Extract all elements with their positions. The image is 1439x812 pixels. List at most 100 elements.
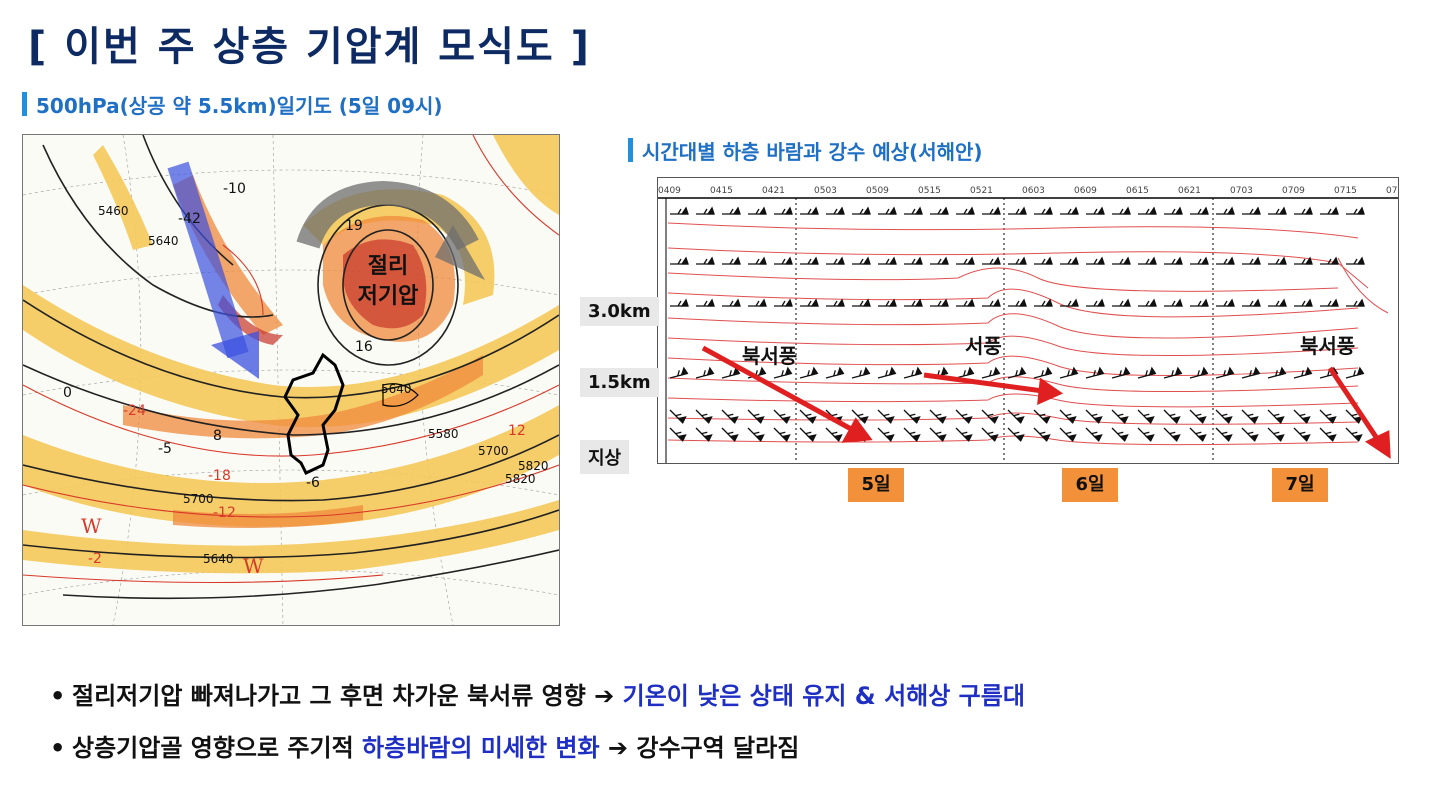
wind-barb — [1293, 366, 1313, 379]
time-tick-label: 0615 — [1126, 186, 1149, 196]
wind-barb — [878, 298, 897, 307]
wind-barb — [929, 427, 947, 442]
temp-label: -6 — [306, 475, 320, 491]
bullet-2-text: 상층기압골 영향으로 주기적 — [72, 734, 363, 762]
wind-barb — [877, 409, 895, 424]
wind-barb — [956, 298, 975, 307]
temp-label: 16 — [355, 339, 373, 355]
contour-label: 5700 — [183, 492, 214, 506]
wind-barb — [956, 256, 975, 265]
wind-barb — [1293, 409, 1311, 424]
wind-barb — [955, 366, 975, 379]
wind-barb — [930, 298, 949, 307]
wind-barb — [1008, 206, 1027, 215]
wind-barb — [774, 206, 793, 215]
wind-barb — [1293, 427, 1311, 442]
bullet-2-arrow: ➔ — [599, 734, 629, 762]
temp-label: -10 — [223, 181, 246, 197]
wind-barb — [1112, 256, 1131, 265]
wind-barb — [1059, 427, 1077, 442]
wind-barb — [852, 206, 871, 215]
contour-label: 5820 — [505, 472, 536, 486]
wind-barb — [852, 256, 871, 265]
wind-barb — [721, 427, 739, 442]
wind-barb — [1189, 409, 1207, 424]
wind-barb — [1033, 409, 1051, 424]
wind-barb — [1190, 298, 1209, 307]
time-tick-label: 0709 — [1282, 186, 1305, 196]
wind-barb — [1215, 409, 1233, 424]
wind-barb — [669, 409, 687, 424]
time-tick-label: 0515 — [918, 186, 941, 196]
wind-barb — [722, 206, 741, 215]
wind-barb — [1241, 409, 1259, 424]
time-tick-label: 0621 — [1178, 186, 1201, 196]
temp-label: -2 — [88, 551, 102, 567]
wind-barb — [799, 366, 819, 379]
temp-label: 8 — [213, 428, 222, 444]
wind-barb — [1216, 298, 1235, 307]
wind-barb — [982, 298, 1001, 307]
wind-barb — [774, 256, 793, 265]
wind-barb — [1086, 206, 1105, 215]
wind-barb — [670, 298, 689, 307]
time-tick-label: 0409 — [658, 186, 681, 196]
wind-barb — [696, 206, 715, 215]
wind-barb — [1268, 206, 1287, 215]
wind-barb — [748, 298, 767, 307]
time-tick-label: 0603 — [1022, 186, 1045, 196]
wind-barb — [1138, 256, 1157, 265]
wind-barb — [800, 256, 819, 265]
wind-barb — [1008, 298, 1027, 307]
wind-barb — [1112, 298, 1131, 307]
wind-barb — [1034, 298, 1053, 307]
low-label-line1: 절리 — [368, 254, 408, 279]
wind-barb — [877, 427, 895, 442]
temp-label: -24 — [123, 403, 146, 419]
contour-label: 5820 — [518, 459, 549, 473]
temp-label: -42 — [178, 211, 201, 227]
wind-barb — [1138, 298, 1157, 307]
wind-barb — [981, 427, 999, 442]
wind-barb — [1241, 366, 1261, 379]
wind-barb — [1163, 366, 1183, 379]
wind-barb — [903, 409, 921, 424]
wind-barb — [930, 206, 949, 215]
contour-label: 5700 — [478, 444, 509, 458]
wind-label-west: 서풍 — [965, 334, 1002, 358]
wind-barb — [1345, 366, 1365, 379]
wind-barb — [1319, 427, 1337, 442]
wind-barb — [1111, 409, 1129, 424]
wind-barb — [1060, 206, 1079, 215]
wind-barb — [1086, 256, 1105, 265]
wind-barb — [1189, 427, 1207, 442]
wind-barb — [877, 366, 897, 379]
wind-barb — [878, 206, 897, 215]
wind-barb — [696, 256, 715, 265]
wind-barb — [851, 409, 869, 424]
wind-barb — [774, 298, 793, 307]
wind-barb — [1059, 409, 1077, 424]
wind-barb — [1138, 206, 1157, 215]
wind-barb — [1190, 206, 1209, 215]
warm-marker: W — [81, 514, 102, 538]
wind-barb — [982, 256, 1001, 265]
wind-barb — [695, 409, 713, 424]
wind-cross-section: 0409 0415 0421 0503 0509 0515 0521 0603 0609 0615… — [657, 177, 1399, 464]
wind-barb — [773, 409, 791, 424]
wind-barb — [1190, 256, 1209, 265]
wind-barb — [800, 298, 819, 307]
wind-barb — [670, 256, 689, 265]
bullet-2: • 상층기압골 영향으로 주기적 하층바람의 미세한 변화 ➔ 강수구역 달라짐 — [50, 734, 800, 762]
wind-barb — [1137, 427, 1155, 442]
wind-label-northwest-2: 북서풍 — [1300, 334, 1356, 358]
wind-barb — [1007, 427, 1025, 442]
wind-barb — [1086, 298, 1105, 307]
wind-barb — [1033, 427, 1051, 442]
wind-barb — [1189, 366, 1209, 379]
time-tick-label: 0715 — [1334, 186, 1357, 196]
wind-barb — [1163, 427, 1181, 442]
bullet-1-text: 절리저기압 빠져나가고 그 후면 차가운 북서류 영향 — [72, 682, 595, 710]
time-tick-label: 0415 — [710, 186, 733, 196]
wind-barb — [1242, 206, 1261, 215]
